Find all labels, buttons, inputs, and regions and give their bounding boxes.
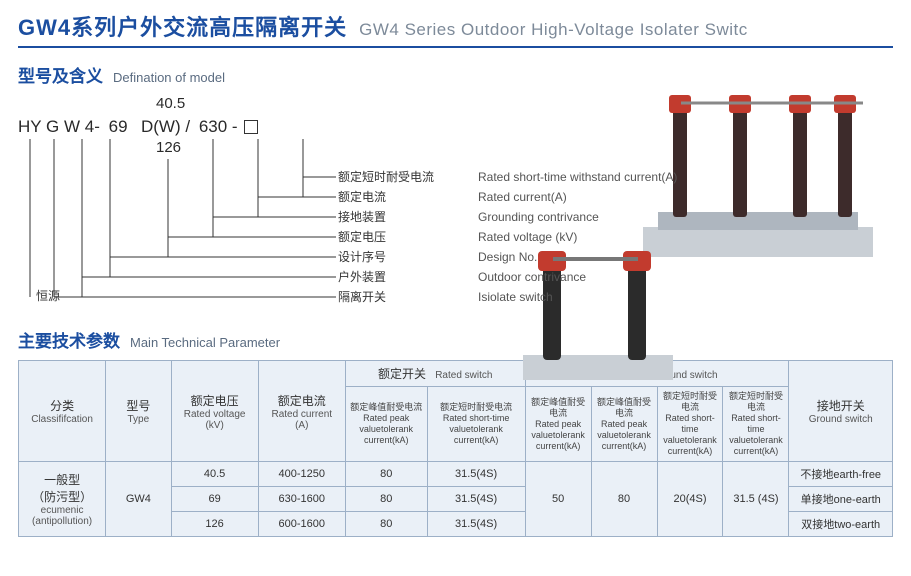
model-hy-label: 恒源 [36,287,60,304]
model-string: HY G W 4- 69 D(W) / 630 - [18,117,258,137]
table-row: 一般型 （防污型） ecumenic (antipollution) GW4 4… [19,462,893,487]
model-breakdown: 40.5 HY G W 4- 69 D(W) / 630 - 126 [18,95,893,315]
model-voltage-top: 40.5 [156,95,185,112]
section-technical-parameters: 主要技术参数 Main Technical Parameter [18,327,893,352]
model-label-list: 额定短时耐受电流Rated short-time withstand curre… [338,167,677,307]
model-blank-box [244,120,258,134]
page-title: GW4系列户外交流高压隔离开关 GW4 Series Outdoor High-… [18,10,893,48]
title-cn: GW4系列户外交流高压隔离开关 [18,10,347,42]
params-table: 分类 Classififcation 型号 Type 额定电压 Rated vo… [18,360,893,537]
model-bracket-lines [18,139,338,319]
table-row: 分类 Classififcation 型号 Type 额定电压 Rated vo… [19,361,893,387]
title-en: GW4 Series Outdoor High-Voltage Isolater… [359,20,748,40]
